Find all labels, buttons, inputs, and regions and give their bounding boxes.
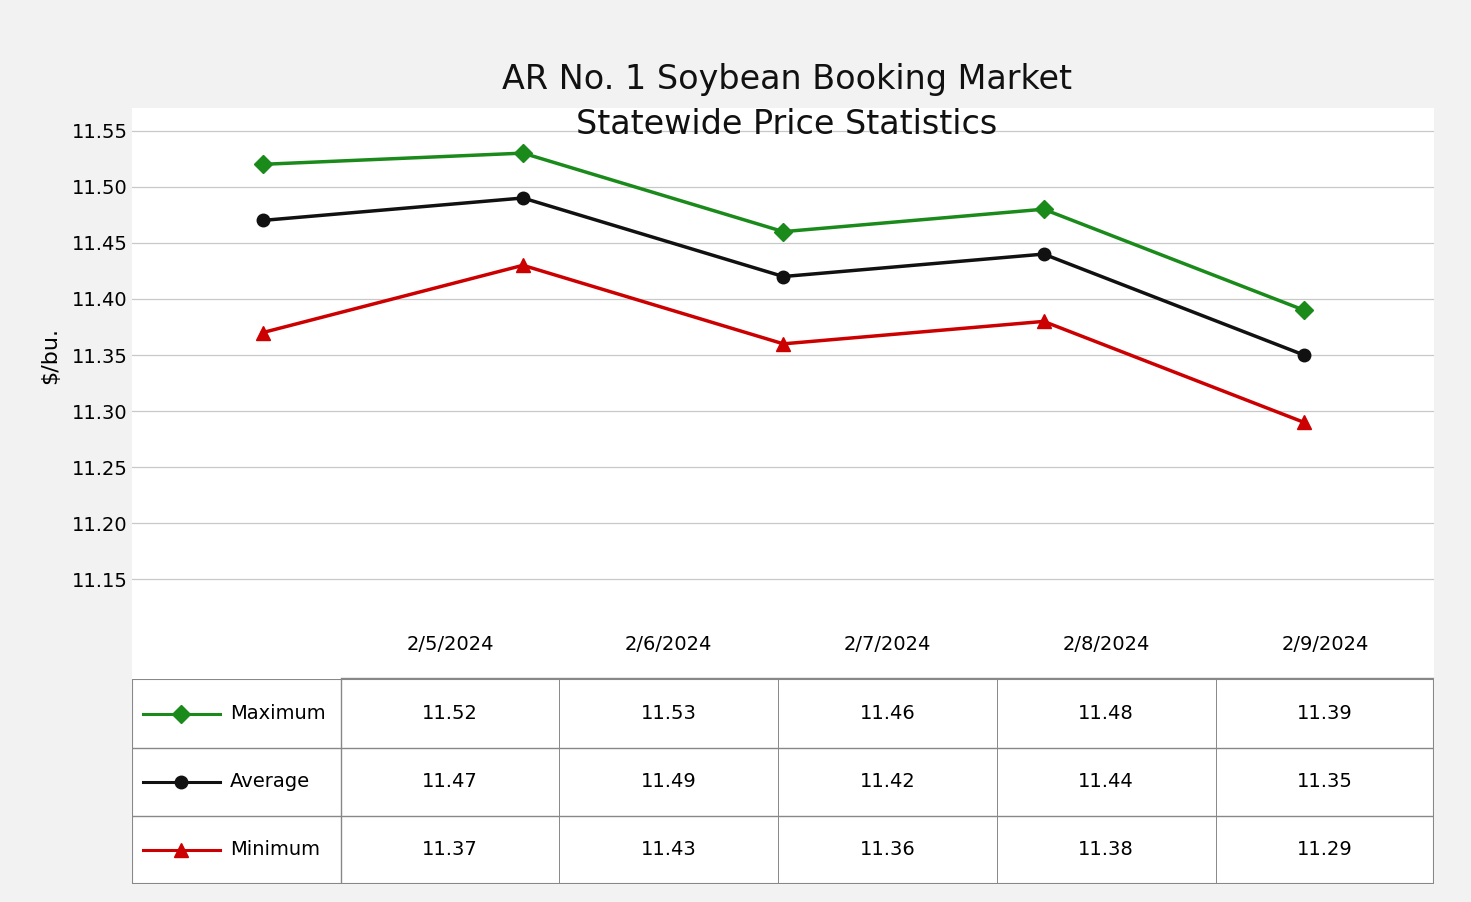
Text: 11.36: 11.36 [859, 841, 915, 860]
Text: Minimum: Minimum [231, 841, 321, 860]
Text: 11.46: 11.46 [859, 704, 915, 723]
Text: 11.47: 11.47 [422, 772, 478, 791]
Y-axis label: $/bu.: $/bu. [40, 327, 60, 383]
Text: 11.42: 11.42 [859, 772, 915, 791]
Text: 11.39: 11.39 [1297, 704, 1353, 723]
Text: 11.29: 11.29 [1297, 841, 1353, 860]
Text: Maximum: Maximum [231, 704, 327, 723]
Text: 2/9/2024: 2/9/2024 [1281, 635, 1368, 654]
Text: 2/7/2024: 2/7/2024 [844, 635, 931, 654]
Text: 11.52: 11.52 [422, 704, 478, 723]
Text: Average: Average [231, 772, 310, 791]
Text: AR No. 1 Soybean Booking Market
Statewide Price Statistics: AR No. 1 Soybean Booking Market Statewid… [502, 63, 1072, 141]
Text: 2/5/2024: 2/5/2024 [406, 635, 494, 654]
Text: 11.38: 11.38 [1078, 841, 1134, 860]
Text: 2/8/2024: 2/8/2024 [1062, 635, 1150, 654]
Text: 11.53: 11.53 [641, 704, 697, 723]
Text: 2/6/2024: 2/6/2024 [625, 635, 712, 654]
Text: 11.48: 11.48 [1078, 704, 1134, 723]
Text: 11.35: 11.35 [1297, 772, 1353, 791]
Text: 11.44: 11.44 [1078, 772, 1134, 791]
Text: 11.49: 11.49 [641, 772, 697, 791]
Text: 11.37: 11.37 [422, 841, 478, 860]
Text: 11.43: 11.43 [641, 841, 697, 860]
